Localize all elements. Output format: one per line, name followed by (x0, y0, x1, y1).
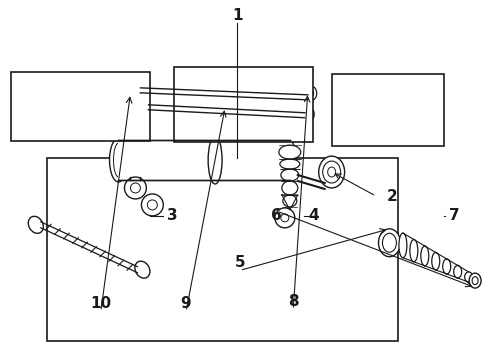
Ellipse shape (208, 136, 222, 184)
Text: 9: 9 (181, 296, 191, 311)
Circle shape (123, 86, 137, 100)
Ellipse shape (278, 145, 300, 159)
Circle shape (128, 91, 132, 95)
Ellipse shape (471, 276, 477, 285)
Ellipse shape (280, 169, 298, 181)
Ellipse shape (309, 90, 313, 96)
Ellipse shape (382, 233, 396, 252)
Text: 5: 5 (234, 255, 244, 270)
Ellipse shape (318, 156, 344, 188)
Bar (11, 72, 149, 140)
Circle shape (141, 194, 163, 216)
Ellipse shape (431, 252, 439, 270)
Bar (118, 140, 289, 180)
Text: 8: 8 (287, 294, 298, 310)
Ellipse shape (453, 265, 461, 278)
Bar (47, 158, 397, 341)
Circle shape (274, 208, 294, 228)
Ellipse shape (305, 108, 314, 121)
Circle shape (136, 108, 140, 112)
Ellipse shape (135, 261, 150, 278)
Ellipse shape (28, 216, 43, 233)
Ellipse shape (420, 246, 428, 266)
Ellipse shape (409, 239, 417, 262)
Ellipse shape (281, 181, 297, 195)
Ellipse shape (109, 138, 127, 182)
Ellipse shape (398, 233, 406, 258)
Ellipse shape (113, 143, 123, 177)
Ellipse shape (307, 112, 311, 117)
Ellipse shape (442, 259, 450, 274)
Ellipse shape (464, 272, 471, 282)
Ellipse shape (322, 161, 340, 183)
Ellipse shape (378, 229, 400, 257)
Text: 2: 2 (386, 189, 397, 204)
Text: 7: 7 (448, 208, 459, 223)
Circle shape (131, 103, 145, 117)
Circle shape (124, 177, 146, 199)
Circle shape (280, 214, 288, 222)
Ellipse shape (279, 159, 299, 169)
Circle shape (147, 200, 157, 210)
Ellipse shape (468, 273, 480, 288)
Text: 4: 4 (307, 208, 318, 223)
Ellipse shape (283, 140, 295, 180)
Ellipse shape (282, 195, 296, 207)
Text: 3: 3 (166, 208, 177, 223)
Ellipse shape (306, 86, 316, 100)
Bar (174, 67, 312, 142)
Text: 10: 10 (90, 296, 111, 311)
Ellipse shape (327, 167, 335, 177)
Text: 1: 1 (231, 8, 242, 23)
Bar (331, 74, 443, 146)
Text: 6: 6 (270, 208, 281, 223)
Circle shape (130, 183, 140, 193)
